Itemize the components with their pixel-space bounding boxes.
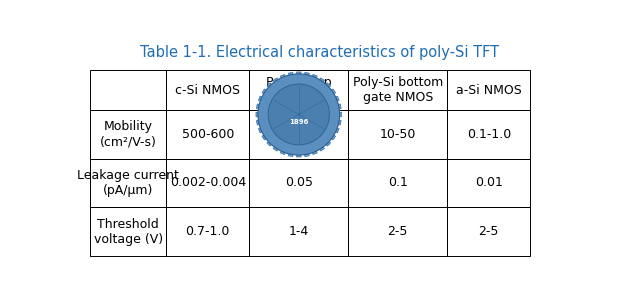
Text: 10-50: 10-50 <box>379 128 416 141</box>
Text: 0.05: 0.05 <box>285 176 313 189</box>
Bar <box>447 110 530 158</box>
Ellipse shape <box>258 74 340 155</box>
Polygon shape <box>267 83 273 90</box>
Polygon shape <box>318 144 325 151</box>
Polygon shape <box>329 133 336 140</box>
Text: Leakage current
(pA/μm): Leakage current (pA/μm) <box>77 169 179 197</box>
Polygon shape <box>312 148 317 155</box>
Polygon shape <box>262 89 269 96</box>
Bar <box>166 110 249 158</box>
Polygon shape <box>288 151 293 157</box>
Polygon shape <box>297 152 301 157</box>
Bar <box>348 110 447 158</box>
Text: Table 1-1. Electrical characteristics of poly-Si TFT: Table 1-1. Electrical characteristics of… <box>140 46 499 61</box>
Polygon shape <box>256 120 262 125</box>
Text: Poly-Si bottom
gate NMOS: Poly-Si bottom gate NMOS <box>353 76 443 104</box>
Polygon shape <box>324 83 331 90</box>
Text: 0.1: 0.1 <box>388 176 407 189</box>
Bar <box>166 207 249 256</box>
Text: 2-5: 2-5 <box>478 225 499 238</box>
Polygon shape <box>273 78 280 85</box>
Bar <box>166 158 249 207</box>
Bar <box>348 207 447 256</box>
Bar <box>249 110 348 158</box>
Polygon shape <box>280 74 287 81</box>
Polygon shape <box>280 148 287 155</box>
Bar <box>447 70 530 110</box>
Text: a-Si NMOS: a-Si NMOS <box>456 83 521 97</box>
Polygon shape <box>324 139 331 146</box>
Polygon shape <box>267 139 273 146</box>
Polygon shape <box>335 104 341 109</box>
Text: 2-5: 2-5 <box>388 225 408 238</box>
Text: Mobility
(cm²/V-s): Mobility (cm²/V-s) <box>100 120 156 148</box>
Polygon shape <box>288 72 293 78</box>
Polygon shape <box>312 74 317 81</box>
Polygon shape <box>304 151 310 157</box>
Bar <box>447 158 530 207</box>
Polygon shape <box>335 120 341 125</box>
Bar <box>249 70 348 110</box>
Polygon shape <box>256 104 262 109</box>
Bar <box>90 158 166 207</box>
Text: c-Si NMOS: c-Si NMOS <box>175 83 240 97</box>
Ellipse shape <box>268 84 330 145</box>
Bar <box>447 207 530 256</box>
Polygon shape <box>262 133 269 140</box>
Text: 1-4: 1-4 <box>288 225 309 238</box>
Text: 0.7-1.0: 0.7-1.0 <box>186 225 230 238</box>
Text: Threshold
voltage (V): Threshold voltage (V) <box>93 218 163 246</box>
Polygon shape <box>273 144 280 151</box>
Polygon shape <box>333 127 339 133</box>
Text: 0.002-0.004: 0.002-0.004 <box>169 176 246 189</box>
Text: 0.1-1.0: 0.1-1.0 <box>467 128 511 141</box>
Bar <box>90 70 166 110</box>
Polygon shape <box>336 112 341 117</box>
Bar <box>90 207 166 256</box>
Text: 500-600: 500-600 <box>181 128 234 141</box>
Polygon shape <box>297 72 301 77</box>
Bar <box>166 70 249 110</box>
Polygon shape <box>259 127 265 133</box>
Text: 1896: 1896 <box>289 119 308 125</box>
Bar <box>90 110 166 158</box>
Polygon shape <box>329 89 336 96</box>
Polygon shape <box>318 78 325 85</box>
Bar <box>249 158 348 207</box>
Bar <box>348 158 447 207</box>
Polygon shape <box>256 112 261 117</box>
Text: 0.01: 0.01 <box>475 176 503 189</box>
Text: 100-500: 100-500 <box>273 128 325 141</box>
Bar <box>249 207 348 256</box>
Polygon shape <box>333 96 339 102</box>
Polygon shape <box>304 72 310 78</box>
Polygon shape <box>259 96 265 102</box>
Text: Poly-Si top
gate NMOS: Poly-Si top gate NMOS <box>264 76 334 104</box>
Bar <box>348 70 447 110</box>
